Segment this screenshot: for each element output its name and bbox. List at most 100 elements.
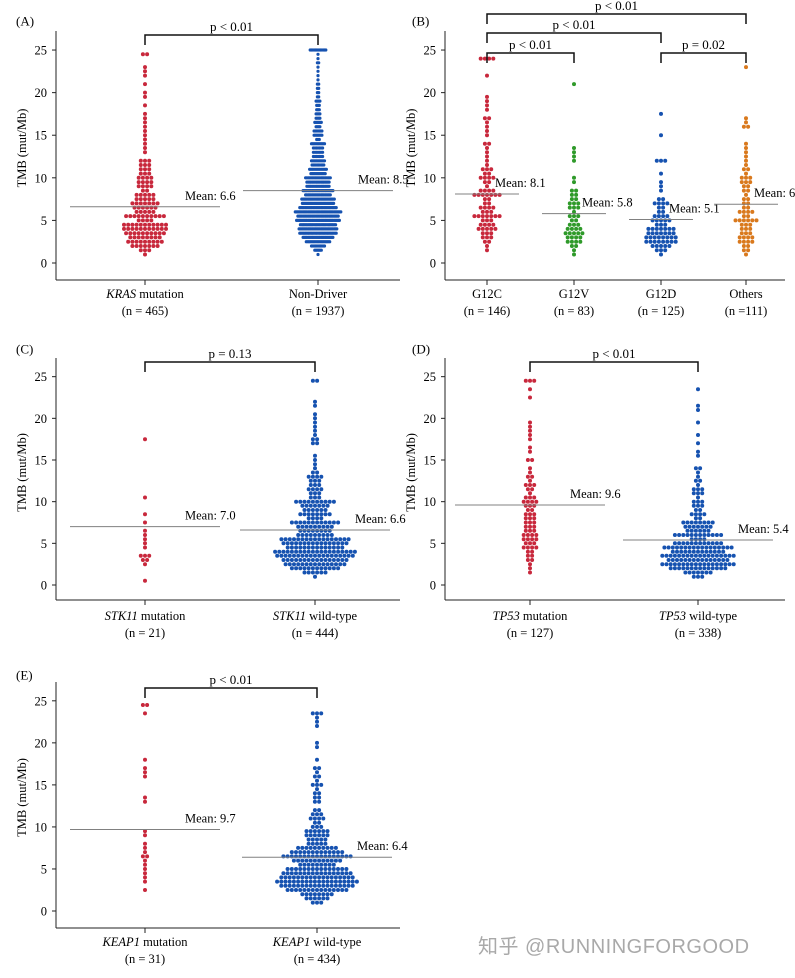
data-point xyxy=(748,222,753,227)
y-tick-label: 25 xyxy=(424,44,437,58)
data-point xyxy=(340,541,345,546)
data-point xyxy=(569,192,574,197)
data-point xyxy=(302,528,307,533)
data-point xyxy=(285,871,290,876)
data-point xyxy=(534,537,539,542)
data-point xyxy=(310,711,315,716)
data-point xyxy=(338,562,343,567)
data-series-kras xyxy=(122,52,168,257)
y-tick-label: 15 xyxy=(35,778,48,792)
data-point xyxy=(689,553,694,558)
data-point xyxy=(693,520,698,525)
data-point xyxy=(342,562,347,567)
data-point xyxy=(313,491,317,496)
data-point xyxy=(534,499,539,504)
data-point xyxy=(327,184,331,188)
data-point xyxy=(310,378,315,383)
panel-label: (D) xyxy=(412,342,430,357)
data-point xyxy=(332,197,336,201)
y-tick-label: 5 xyxy=(41,537,47,551)
data-point xyxy=(646,231,651,236)
data-point xyxy=(572,209,576,214)
data-point xyxy=(346,537,351,542)
data-point xyxy=(331,520,336,525)
data-point xyxy=(702,537,707,542)
x-tick-label-n: (n = 21) xyxy=(125,626,165,640)
data-point xyxy=(576,222,581,227)
data-point xyxy=(691,558,696,562)
data-point xyxy=(306,516,311,521)
data-point xyxy=(273,549,278,554)
data-point xyxy=(304,833,309,838)
data-point xyxy=(313,537,317,542)
bracket-line xyxy=(486,13,747,24)
data-point xyxy=(287,537,292,542)
data-point xyxy=(698,562,703,567)
data-point xyxy=(143,146,147,150)
data-point xyxy=(659,111,663,116)
data-point xyxy=(338,875,343,880)
y-tick-label: 5 xyxy=(41,214,47,228)
data-point xyxy=(138,226,143,231)
data-point xyxy=(289,888,294,892)
data-point xyxy=(746,205,751,210)
data-point xyxy=(693,537,698,542)
data-point xyxy=(710,562,715,567)
data-point xyxy=(485,94,489,99)
data-point xyxy=(650,226,655,231)
data-point xyxy=(696,558,700,562)
data-point xyxy=(302,520,307,525)
data-point xyxy=(567,205,572,210)
data-point xyxy=(334,553,338,558)
data-point xyxy=(315,782,319,787)
data-point xyxy=(315,740,319,745)
data-point xyxy=(350,883,355,888)
data-point xyxy=(485,218,489,223)
data-point xyxy=(717,549,721,554)
data-point xyxy=(710,533,715,537)
data-point xyxy=(151,222,156,227)
data-point xyxy=(532,528,537,533)
data-point xyxy=(145,184,150,189)
data-point xyxy=(687,558,692,562)
data-point xyxy=(329,537,334,542)
data-point xyxy=(298,520,303,525)
data-point xyxy=(748,175,753,180)
data-point xyxy=(741,244,746,248)
data-point xyxy=(279,553,284,558)
data-point xyxy=(572,154,576,159)
data-point xyxy=(130,226,135,231)
data-point xyxy=(569,218,574,223)
data-point xyxy=(656,209,661,214)
data-point xyxy=(319,837,324,842)
data-point xyxy=(708,570,713,575)
data-point xyxy=(331,558,336,562)
data-point xyxy=(319,512,324,517)
data-point xyxy=(523,524,528,529)
data-point xyxy=(731,562,736,567)
data-point xyxy=(485,235,489,240)
data-point xyxy=(143,222,147,227)
data-point xyxy=(323,520,328,525)
data-point xyxy=(691,491,696,496)
data-point xyxy=(317,820,322,825)
data-point xyxy=(296,845,301,850)
data-point xyxy=(646,226,651,231)
data-point xyxy=(340,545,345,550)
data-point xyxy=(310,520,315,525)
data-point xyxy=(569,235,574,240)
data-point xyxy=(338,537,343,542)
data-point xyxy=(296,875,301,880)
x-tick-label: TP53 wild-type xyxy=(659,609,738,623)
data-point xyxy=(485,150,489,155)
data-point xyxy=(313,420,317,425)
data-point xyxy=(580,231,585,236)
data-point xyxy=(698,478,703,483)
data-point xyxy=(702,533,707,537)
data-point xyxy=(298,541,303,546)
data-point xyxy=(656,201,661,206)
data-point xyxy=(308,892,313,897)
data-point xyxy=(574,218,579,223)
data-point xyxy=(310,862,315,867)
data-point xyxy=(147,163,152,167)
